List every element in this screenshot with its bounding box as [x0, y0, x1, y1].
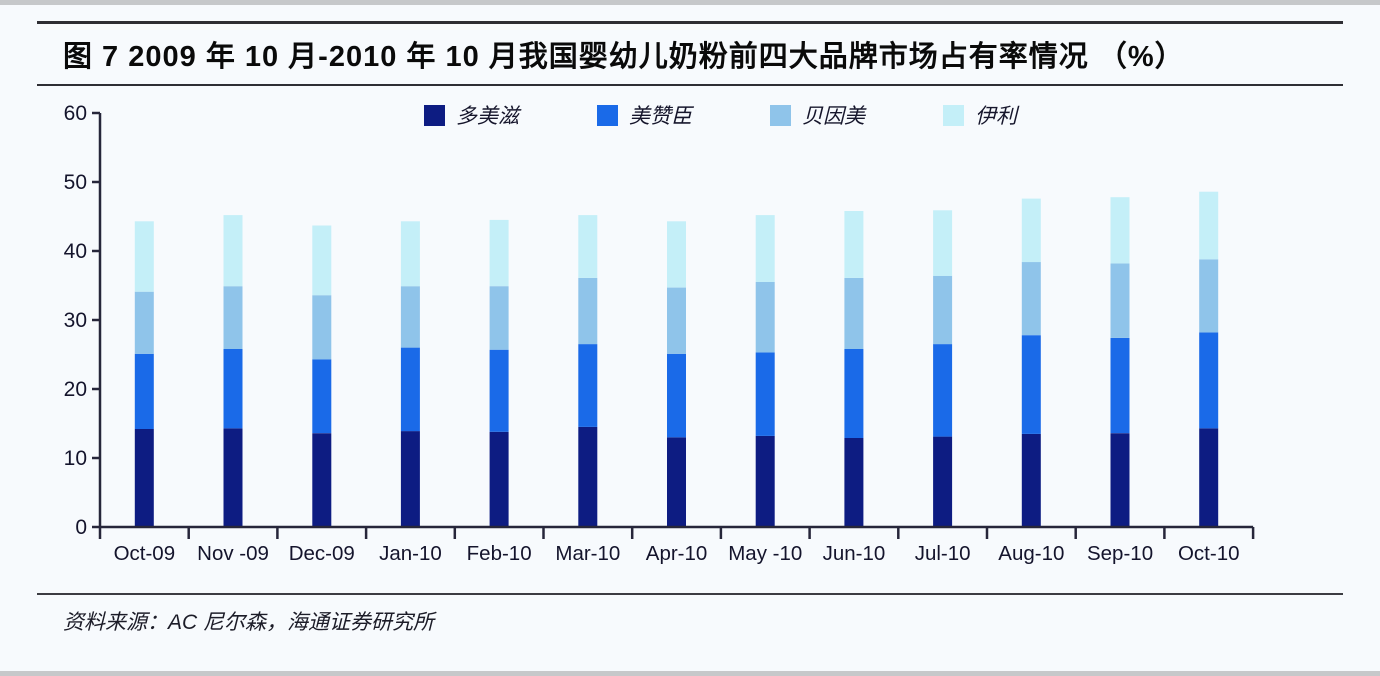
bar-segment: [1110, 197, 1130, 264]
bar-segment: [223, 215, 243, 287]
bar-segment: [1110, 337, 1130, 434]
x-axis-tick-label: Oct-09: [114, 542, 176, 565]
bar-segment: [489, 219, 509, 287]
legend-swatch-icon: [424, 104, 445, 126]
bar-segment: [223, 349, 243, 429]
legend-swatch-icon: [943, 104, 964, 126]
bar-segment: [400, 286, 420, 348]
bar-segment: [755, 435, 775, 527]
chart-legend: 多美滋 美赞臣 贝因美 伊利: [424, 100, 1017, 130]
legend-label: 美赞臣: [629, 105, 692, 128]
bar-segment: [933, 275, 953, 345]
x-axis-tick-label: Jul-10: [915, 542, 971, 565]
legend-label: 多美滋: [456, 105, 519, 128]
x-axis-tick-label: Mar-10: [555, 542, 620, 565]
bar-segment: [933, 344, 953, 437]
bar-segment: [1021, 262, 1041, 336]
x-axis-tick-label: Oct-10: [1178, 542, 1240, 565]
bar-segment: [312, 295, 332, 360]
y-axis-tick-label: 50: [64, 171, 87, 194]
bar-segment: [1110, 263, 1130, 338]
bar-segment: [667, 353, 686, 438]
bar-segment: [578, 277, 598, 345]
title-bottom-rule: [37, 84, 1343, 86]
legend-item: 伊利: [943, 100, 1017, 130]
y-axis-tick-label: 30: [64, 309, 87, 332]
x-axis-tick-label: Feb-10: [467, 542, 532, 565]
bar-segment: [1021, 198, 1041, 263]
x-axis-tick-label: Apr-10: [646, 542, 708, 565]
y-axis-tick-label: 60: [64, 102, 87, 125]
bar-segment: [578, 426, 598, 527]
bar-segment: [1199, 332, 1219, 429]
y-axis-tick-label: 20: [64, 378, 87, 401]
legend-label: 伊利: [975, 105, 1017, 128]
legend-item: 贝因美: [770, 100, 865, 130]
x-axis-tick-label: Aug-10: [998, 542, 1064, 565]
bar-segment: [844, 438, 864, 527]
bar-segment: [223, 286, 243, 349]
y-axis-tick-label: 0: [75, 516, 87, 539]
bar-segment: [312, 359, 332, 434]
bar-segment: [489, 431, 509, 527]
bar-segment: [400, 431, 420, 527]
y-axis-tick-label: 10: [64, 447, 87, 470]
bar-segment: [844, 349, 864, 438]
bar-segment: [667, 287, 686, 354]
legend-swatch-icon: [770, 104, 791, 126]
figure-title: 图 7 2009 年 10 月-2010 年 10 月我国婴幼儿奶粉前四大品牌市…: [63, 41, 1185, 73]
bar-segment: [400, 221, 420, 287]
bar-segment: [667, 221, 686, 288]
bar-segment: [312, 225, 332, 296]
page-edge-top: [0, 0, 1380, 5]
source-attribution: 资料来源：AC 尼尔森，海通证券研究所: [63, 611, 435, 634]
source-top-rule: [37, 593, 1343, 595]
bar-segment: [1110, 433, 1130, 527]
bar-segment: [933, 210, 953, 276]
x-axis-tick-label: May -10: [728, 542, 802, 565]
bar-segment: [489, 286, 509, 350]
x-axis-tick-label: Nov -09: [197, 542, 269, 565]
legend-label: 贝因美: [802, 105, 865, 128]
legend-swatch-icon: [597, 104, 618, 126]
bar-segment: [134, 221, 154, 292]
bar-segment: [578, 344, 598, 427]
bar-segment: [1021, 433, 1041, 527]
x-axis-tick-label: Dec-09: [289, 542, 355, 565]
bar-segment: [933, 436, 953, 527]
bar-segment: [134, 291, 154, 354]
y-axis-tick-label: 40: [64, 240, 87, 263]
legend-item: 多美滋: [424, 100, 519, 130]
bar-segment: [844, 211, 864, 278]
legend-item: 美赞臣: [597, 100, 692, 130]
x-axis-tick-label: Jan-10: [379, 542, 442, 565]
bar-segment: [667, 437, 686, 527]
page-edge-bottom: [0, 671, 1380, 676]
bar-segment: [755, 215, 775, 282]
bar-segment: [400, 347, 420, 432]
bar-segment: [844, 277, 864, 349]
bar-segment: [312, 433, 332, 527]
x-axis-tick-label: Sep-10: [1087, 542, 1153, 565]
title-top-rule: [37, 21, 1343, 24]
bar-segment: [1199, 428, 1219, 527]
bar-segment: [223, 428, 243, 527]
bar-segment: [755, 352, 775, 436]
bar-segment: [755, 282, 775, 353]
bar-segment: [134, 353, 154, 429]
bar-segment: [489, 349, 509, 432]
x-axis-tick-label: Jun-10: [823, 542, 886, 565]
bar-segment: [1021, 335, 1041, 434]
bar-segment: [1199, 191, 1219, 260]
bar-segment: [134, 429, 154, 527]
bar-segment: [1199, 259, 1219, 333]
bar-segment: [578, 215, 598, 278]
